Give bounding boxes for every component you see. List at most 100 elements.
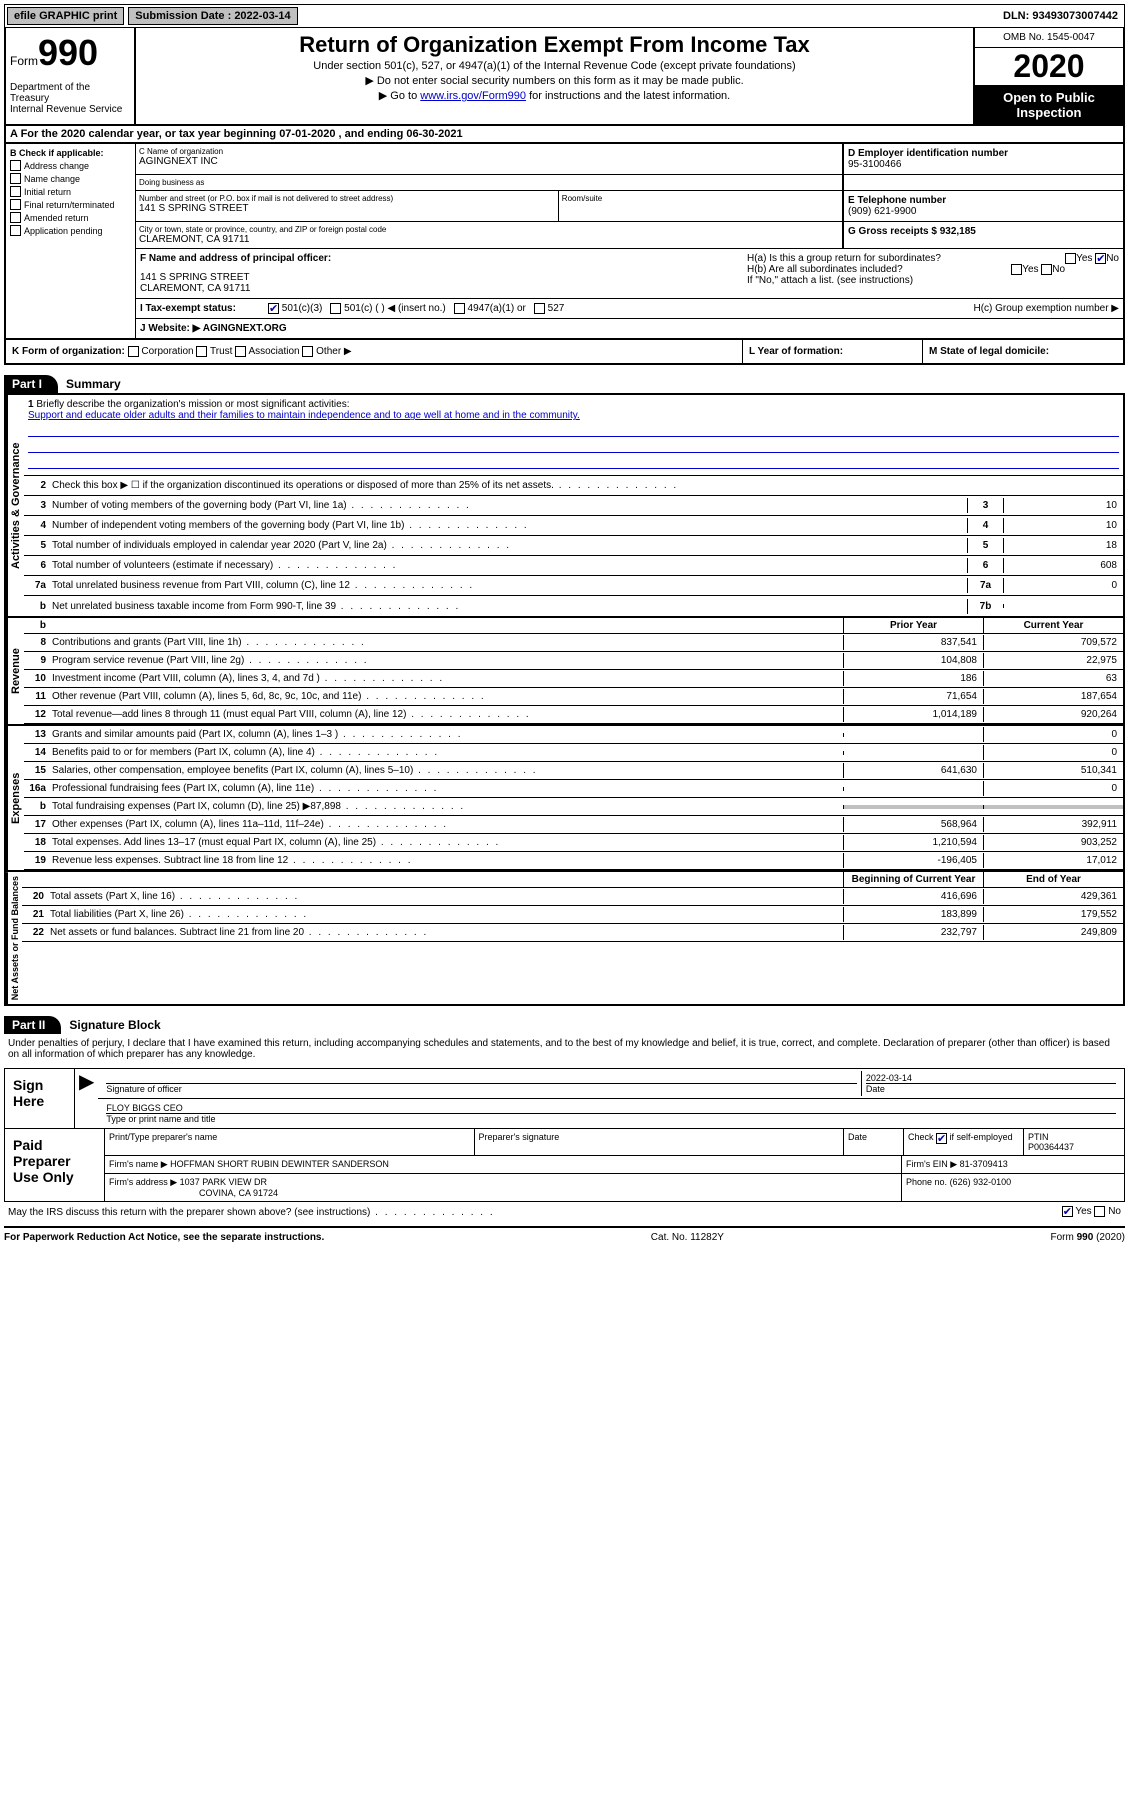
data-line: 14Benefits paid to or for members (Part … [24, 744, 1123, 762]
omb-number: OMB No. 1545-0047 [975, 28, 1123, 48]
name-label: C Name of organization [139, 147, 839, 156]
sig-date-label: Date [866, 1083, 1116, 1094]
blank-line [28, 455, 1119, 469]
klm-row: K Form of organization: Corporation Trus… [4, 340, 1125, 365]
discuss-row: May the IRS discuss this return with the… [4, 1202, 1125, 1221]
ha-row: H(a) Is this a group return for subordin… [747, 253, 1119, 264]
part2-header: Part II Signature Block [4, 1016, 1125, 1034]
street-address: 141 S SPRING STREET [139, 203, 555, 214]
firm-addr1: 1037 PARK VIEW DR [180, 1177, 267, 1187]
footer-left: For Paperwork Reduction Act Notice, see … [4, 1232, 324, 1243]
gov-line: 2Check this box ▶ ☐ if the organization … [24, 476, 1123, 496]
data-line: 20Total assets (Part X, line 16)416,6964… [22, 888, 1123, 906]
box-f-label: F Name and address of principal officer: [140, 253, 739, 264]
website-value: AGINGNEXT.ORG [203, 323, 287, 334]
firm-name-label: Firm's name ▶ [109, 1159, 168, 1169]
ptin-label: PTIN [1028, 1132, 1049, 1142]
gov-line: 6Total number of volunteers (estimate if… [24, 556, 1123, 576]
check-address-change[interactable]: Address change [10, 160, 131, 171]
k-corp[interactable]: Corporation [128, 346, 194, 357]
check-application-pending[interactable]: Application pending [10, 225, 131, 236]
blank-line [28, 439, 1119, 453]
subtitle-1: Under section 501(c), 527, or 4947(a)(1)… [140, 60, 969, 72]
phone-label: E Telephone number [848, 195, 1119, 206]
addr-label: Number and street (or P.O. box if mail i… [139, 194, 555, 203]
check-initial-return[interactable]: Initial return [10, 186, 131, 197]
org-name: AGINGNEXT INC [139, 156, 839, 167]
ein-value: 95-3100466 [848, 159, 1119, 170]
data-line: 19Revenue less expenses. Subtract line 1… [24, 852, 1123, 870]
data-line: 17Other expenses (Part IX, column (A), l… [24, 816, 1123, 834]
gov-line: 7aTotal unrelated business revenue from … [24, 576, 1123, 596]
check-amended[interactable]: Amended return [10, 212, 131, 223]
dln-text: DLN: 93493073007442 [1003, 10, 1122, 22]
sidebar-expenses: Expenses [6, 726, 24, 870]
box-b: B Check if applicable: Address change Na… [6, 144, 136, 338]
status-501c[interactable]: 501(c) ( ) ◀ (insert no.) [330, 303, 445, 314]
boy-header: Beginning of Current Year [843, 872, 983, 887]
data-line: 10Investment income (Part VIII, column (… [24, 670, 1123, 688]
efile-print-button[interactable]: efile GRAPHIC print [7, 7, 124, 25]
form-word: Form [10, 54, 38, 68]
data-line: 13Grants and similar amounts paid (Part … [24, 726, 1123, 744]
page-footer: For Paperwork Reduction Act Notice, see … [4, 1226, 1125, 1247]
part1-badge: Part I [4, 375, 58, 393]
check-name-change[interactable]: Name change [10, 173, 131, 184]
k-assoc[interactable]: Association [235, 346, 299, 357]
officer-addr2: CLAREMONT, CA 91711 [140, 283, 739, 294]
preparer-label: Paid Preparer Use Only [5, 1129, 105, 1201]
gross-receipts: G Gross receipts $ 932,185 [848, 226, 1119, 237]
status-501c3[interactable]: 501(c)(3) [268, 303, 322, 314]
k-trust[interactable]: Trust [196, 346, 232, 357]
data-line: 16aProfessional fundraising fees (Part I… [24, 780, 1123, 798]
hb-row: H(b) Are all subordinates included? Yes … [747, 264, 1119, 275]
line1-num: 1 [28, 399, 34, 410]
tax-status-label: I Tax-exempt status: [140, 303, 260, 314]
firm-addr-label: Firm's address ▶ [109, 1177, 177, 1187]
form-title: Return of Organization Exempt From Incom… [140, 32, 969, 58]
form-header: Form990 Department of the Treasury Inter… [4, 28, 1125, 126]
status-4947[interactable]: 4947(a)(1) or [454, 303, 526, 314]
footer-mid: Cat. No. 11282Y [651, 1232, 724, 1243]
discuss-yes[interactable] [1062, 1206, 1073, 1217]
firm-addr2: COVINA, CA 91724 [199, 1188, 278, 1198]
line1-label: Briefly describe the organization's miss… [36, 399, 349, 410]
ptin-value: P00364437 [1028, 1142, 1074, 1152]
l-label: L Year of formation: [749, 346, 843, 357]
gov-line: 3Number of voting members of the governi… [24, 496, 1123, 516]
prep-name-header: Print/Type preparer's name [105, 1129, 475, 1155]
part2-title: Signature Block [69, 1018, 160, 1032]
na-col-header: Beginning of Current Year End of Year [22, 872, 1123, 888]
officer-name-label: Type or print name and title [106, 1113, 1116, 1124]
city-value: CLAREMONT, CA 91711 [139, 234, 839, 245]
data-line: 15Salaries, other compensation, employee… [24, 762, 1123, 780]
sidebar-governance: Activities & Governance [6, 395, 24, 616]
eoy-header: End of Year [983, 872, 1123, 887]
phone-value: (909) 621-9900 [848, 206, 1119, 217]
status-527[interactable]: 527 [534, 303, 564, 314]
tax-year: 2020 [975, 48, 1123, 86]
current-year-header: Current Year [983, 618, 1123, 633]
mission-text: Support and educate older adults and the… [28, 410, 580, 421]
gov-line: 5Total number of individuals employed in… [24, 536, 1123, 556]
sign-arrow-icon: ▶ [75, 1069, 98, 1128]
discuss-no[interactable] [1094, 1206, 1105, 1217]
prep-selfemployed[interactable]: Check if self-employed [904, 1129, 1024, 1155]
sig-officer-label: Signature of officer [106, 1083, 856, 1094]
data-line: 22Net assets or fund balances. Subtract … [22, 924, 1123, 942]
form-number: 990 [38, 32, 98, 73]
hc-row: H(c) Group exemption number ▶ [973, 303, 1119, 314]
irs-link[interactable]: www.irs.gov/Form990 [420, 90, 526, 102]
discuss-text: May the IRS discuss this return with the… [8, 1207, 495, 1218]
check-final-return[interactable]: Final return/terminated [10, 199, 131, 210]
sig-date: 2022-03-14 [866, 1073, 912, 1083]
firm-ein-label: Firm's EIN ▶ [906, 1159, 957, 1169]
open-public-badge: Open to Public Inspection [975, 86, 1123, 124]
data-line: bTotal fundraising expenses (Part IX, co… [24, 798, 1123, 816]
dba-label: Doing business as [139, 178, 839, 187]
sign-here-table: Sign Here ▶ Signature of officer 2022-03… [4, 1068, 1125, 1129]
k-other[interactable]: Other ▶ [302, 346, 351, 357]
submission-date-button[interactable]: Submission Date : 2022-03-14 [128, 7, 297, 25]
website-label: J Website: ▶ [140, 323, 200, 334]
signature-intro: Under penalties of perjury, I declare th… [4, 1034, 1125, 1064]
